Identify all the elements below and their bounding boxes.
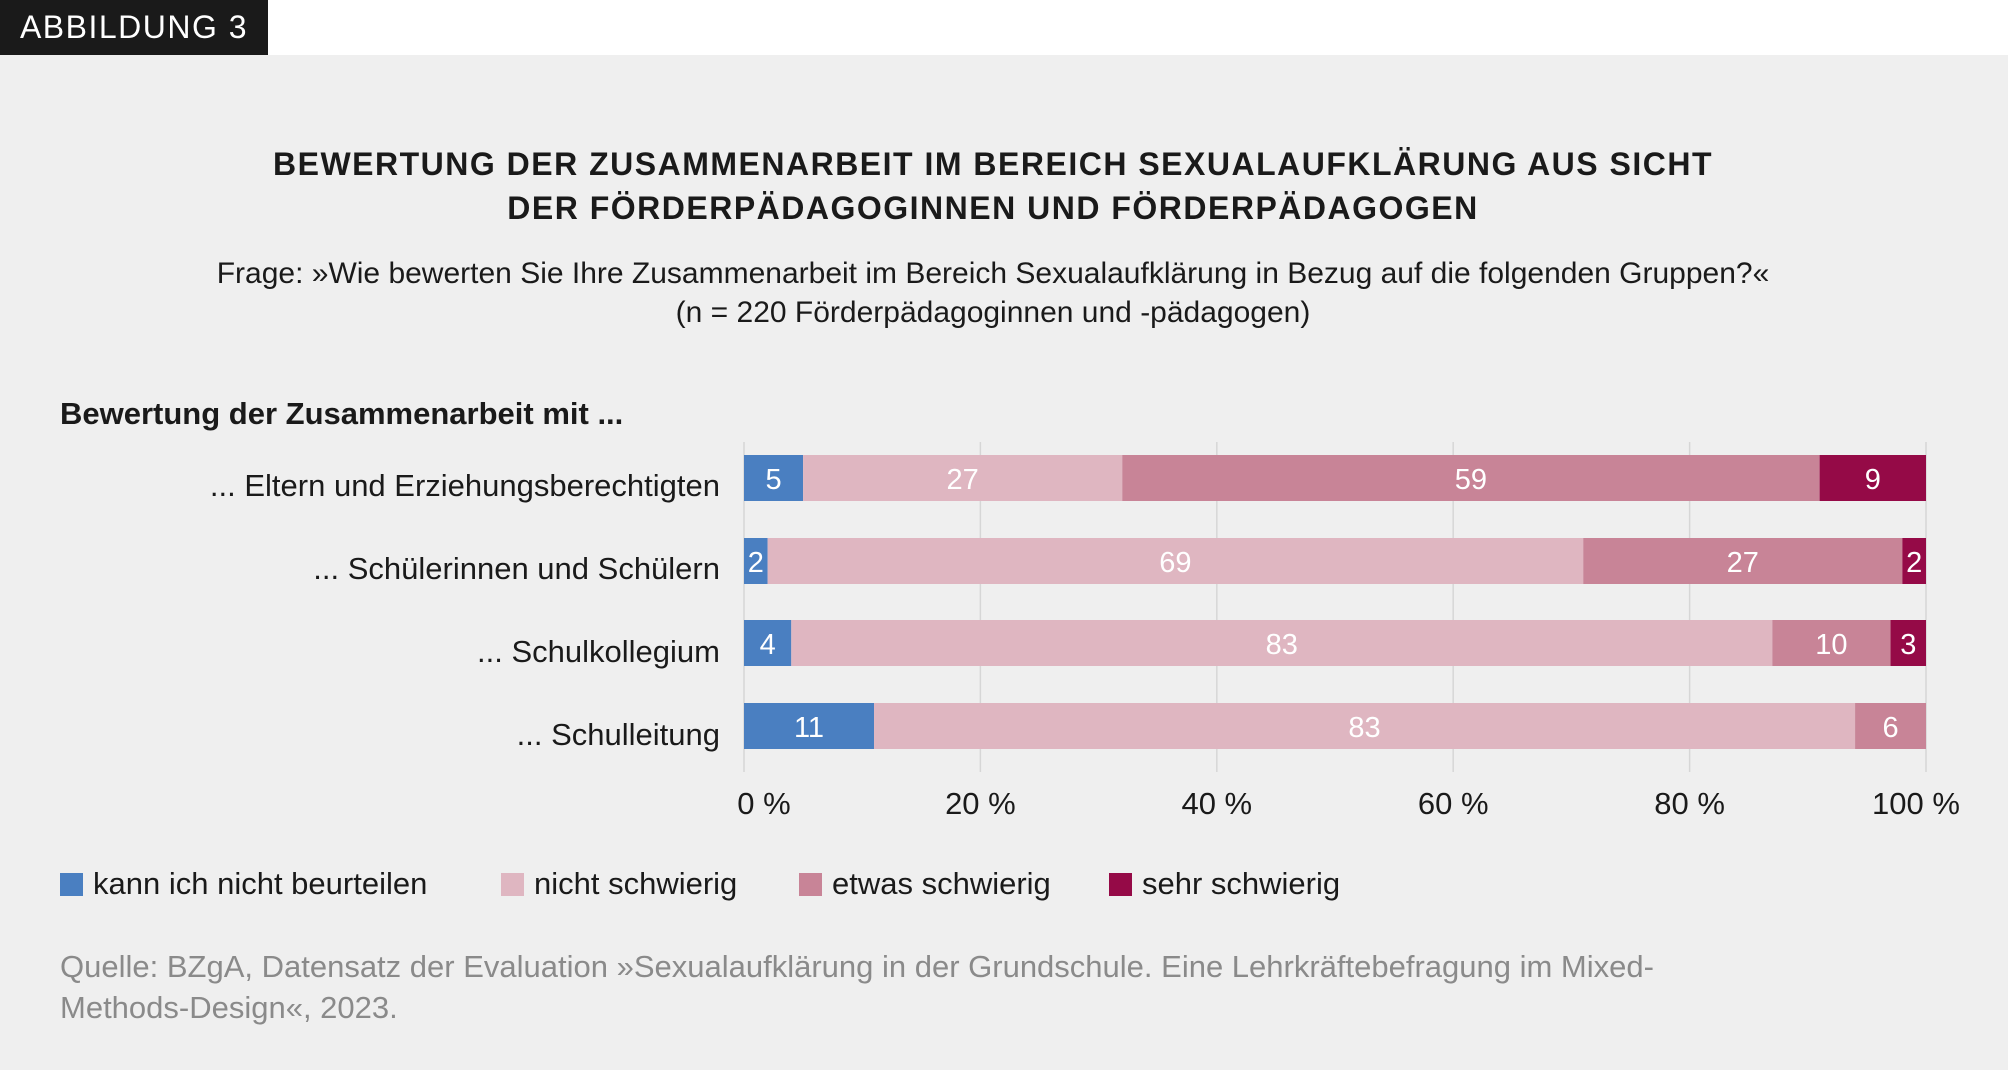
data-label: 27 <box>1727 547 1759 579</box>
data-label: 2 <box>748 547 764 579</box>
data-label: 10 <box>1815 629 1847 661</box>
data-label: 3 <box>1900 629 1916 661</box>
bar-segment <box>1890 620 1926 666</box>
data-label: 69 <box>1159 547 1191 579</box>
legend-swatch <box>799 872 822 896</box>
data-label: 83 <box>1348 712 1380 744</box>
bar-segment <box>791 620 1773 666</box>
bar-segment <box>767 538 1584 584</box>
data-label: 27 <box>947 464 979 496</box>
x-tick-label: 20 % <box>945 786 1016 821</box>
source-line-1: Quelle: BZgA, Datensatz der Evaluation »… <box>60 949 1654 984</box>
legend-label: kann ich nicht beurteilen <box>93 866 428 901</box>
legend-item: etwas schwierig <box>799 866 1051 902</box>
data-label: 4 <box>760 629 776 661</box>
legend-item: nicht schwierig <box>501 866 737 902</box>
category-label: ... Schülerinnen und Schülern <box>313 551 720 586</box>
legend-swatch <box>60 872 83 896</box>
data-label: 59 <box>1455 464 1487 496</box>
question-text: Frage: »Wie bewerten Sie Ihre Zusammenar… <box>216 257 1770 290</box>
data-label: 83 <box>1266 629 1298 661</box>
legend-item: kann ich nicht beurteilen <box>60 866 427 902</box>
bar-segment <box>744 455 804 501</box>
x-tick-label: 40 % <box>1181 786 1252 821</box>
bar-segment <box>803 455 1123 501</box>
bar-segment <box>874 703 1856 749</box>
legend-label: etwas schwierig <box>832 866 1051 901</box>
bar-segment <box>1902 538 1926 584</box>
data-label: 9 <box>1865 464 1881 496</box>
y-axis-heading: Bewertung der Zusammenarbeit mit ... <box>60 396 624 431</box>
chart-title-line-2: DER FÖRDERPÄDAGOGINNEN UND FÖRDERPÄDAGOG… <box>507 190 1479 226</box>
bar-segment <box>1855 703 1926 749</box>
figure-label: ABBILDUNG 3 <box>0 0 268 55</box>
x-tick-label: 80 % <box>1654 786 1725 821</box>
legend-label: nicht schwierig <box>534 866 738 901</box>
data-label: 11 <box>794 712 824 744</box>
legend-label: sehr schwierig <box>1142 866 1341 901</box>
x-tick-label: 100 % <box>1872 786 1960 821</box>
category-label: ... Schulkollegium <box>477 634 720 669</box>
category-label: ... Eltern und Erziehungsberechtigten <box>209 468 720 503</box>
bar-segment <box>744 538 768 584</box>
bar-segment <box>1122 455 1820 501</box>
bar-segment <box>1583 538 1903 584</box>
bar-segment <box>744 703 875 749</box>
chart-title-line-1: BEWERTUNG DER ZUSAMMENARBEIT IM BEREICH … <box>272 146 1714 182</box>
category-label: ... Schulleitung <box>516 717 720 752</box>
bar-segment <box>1772 620 1891 666</box>
legend-swatch <box>501 872 524 896</box>
sample-size: (n = 220 Förderpädagoginnen und -pädagog… <box>675 296 1311 329</box>
data-label: 5 <box>765 464 781 496</box>
bar-segment <box>744 620 792 666</box>
source-line-2: Methods-Design«, 2023. <box>60 990 398 1025</box>
x-tick-label: 0 % <box>737 786 790 821</box>
bar-segment <box>1819 455 1926 501</box>
legend-item: sehr schwierig <box>1109 866 1340 902</box>
data-label: 6 <box>1882 712 1898 744</box>
legend-swatch <box>1109 872 1132 896</box>
x-tick-label: 60 % <box>1418 786 1489 821</box>
data-label: 2 <box>1906 547 1922 579</box>
